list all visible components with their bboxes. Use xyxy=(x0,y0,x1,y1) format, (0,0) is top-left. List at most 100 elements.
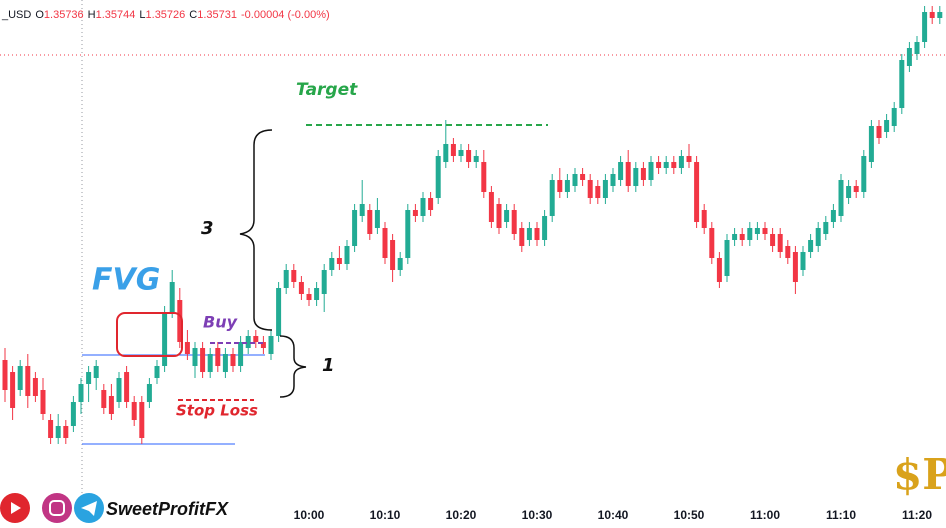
candle-body xyxy=(108,396,114,414)
candle-body xyxy=(770,234,776,246)
x-tick-label: 10:30 xyxy=(522,508,553,522)
candle-body xyxy=(70,402,76,426)
candle-body xyxy=(450,144,456,156)
brace xyxy=(279,335,307,398)
candle-body xyxy=(131,402,137,420)
candle-body xyxy=(846,186,852,198)
candle-body xyxy=(268,336,274,354)
candle-body xyxy=(800,252,806,270)
candle-body xyxy=(610,174,616,186)
candle-body xyxy=(314,288,320,300)
candle-body xyxy=(671,162,677,168)
legend-value: 1.35726 xyxy=(146,9,186,21)
candle-body xyxy=(458,150,464,156)
candle-body xyxy=(724,240,730,276)
legend-key: H xyxy=(88,9,96,21)
candle-body xyxy=(504,210,510,222)
x-tick-label: 11:00 xyxy=(750,508,780,522)
youtube-icon-play xyxy=(11,502,21,514)
candle-body xyxy=(207,354,213,372)
telegram-icon-glyph xyxy=(81,501,97,516)
candle-body xyxy=(914,42,920,54)
candle-body xyxy=(298,282,304,294)
candle-body xyxy=(929,12,935,18)
candle-body xyxy=(162,312,168,366)
candle-body xyxy=(101,390,107,408)
instagram-icon xyxy=(42,493,72,523)
candle-body xyxy=(405,210,411,258)
target-label: Target xyxy=(296,80,358,100)
x-tick-label: 10:50 xyxy=(674,508,705,522)
candle-body xyxy=(678,156,684,168)
legend-value: 1.35744 xyxy=(96,9,136,21)
x-tick-label: 10:10 xyxy=(370,508,401,522)
candle-body xyxy=(253,336,259,342)
candle-body xyxy=(146,384,152,402)
candle-body xyxy=(709,228,715,258)
candle-body xyxy=(200,348,206,372)
candle-body xyxy=(732,234,738,240)
watermark: SweetProfitFX xyxy=(106,499,229,519)
x-tick-label: 11:20 xyxy=(902,508,932,522)
candle-body xyxy=(496,204,502,228)
x-tick-label: 10:00 xyxy=(294,508,325,522)
candle-body xyxy=(785,246,791,258)
candle-body xyxy=(78,384,84,402)
symbol: _USD xyxy=(1,9,31,21)
brace xyxy=(239,129,273,331)
candle-body xyxy=(177,300,183,342)
candle-body xyxy=(853,186,859,192)
candle-body xyxy=(648,162,654,180)
candle-body xyxy=(792,252,798,282)
candle-body xyxy=(830,210,836,222)
candle-body xyxy=(580,174,586,180)
candle-body xyxy=(215,348,221,366)
candle-body xyxy=(587,180,593,198)
candle-body xyxy=(549,180,555,216)
candle-body xyxy=(656,162,662,168)
candle-body xyxy=(359,204,365,216)
legend-key: C xyxy=(189,9,197,21)
candle-body xyxy=(329,258,335,270)
candle-body xyxy=(260,342,266,348)
legend-value: 1.35736 xyxy=(44,9,84,21)
fvg-box xyxy=(116,312,183,357)
candle-body xyxy=(276,288,282,336)
candle-body xyxy=(291,270,297,282)
candle-body xyxy=(754,228,760,234)
candle-body xyxy=(2,360,8,390)
x-tick-label: 11:10 xyxy=(826,508,856,522)
legend-key: L xyxy=(139,9,145,21)
candle-body xyxy=(511,210,517,234)
candle-body xyxy=(374,210,380,228)
candle-body xyxy=(245,336,251,348)
candle-body xyxy=(48,420,54,438)
legend-value: 1.35731 xyxy=(197,9,237,21)
ohlc-legend: _USD O1.35736 H1.35744 L1.35726 C1.35731 -0.0… xyxy=(1,9,330,21)
candle-body xyxy=(344,246,350,264)
candle-body xyxy=(815,228,821,246)
candle-body xyxy=(93,366,99,378)
candle-body xyxy=(63,426,69,438)
candle-body xyxy=(808,240,814,252)
candle-body xyxy=(32,378,38,396)
candle-body xyxy=(876,126,882,138)
candle-body xyxy=(602,180,608,198)
candle-body xyxy=(899,60,905,108)
candle-body xyxy=(747,228,753,240)
candle-body xyxy=(336,258,342,264)
candles xyxy=(2,6,943,444)
candle-body xyxy=(686,156,692,162)
candle-body xyxy=(428,198,434,210)
candle-body xyxy=(663,162,669,168)
candle-body xyxy=(154,366,160,378)
candle-body xyxy=(595,186,601,198)
candle-body xyxy=(488,192,494,222)
candle-body xyxy=(633,168,639,186)
candle-body xyxy=(25,366,31,396)
candle-body xyxy=(564,180,570,192)
candle-body xyxy=(694,162,700,222)
